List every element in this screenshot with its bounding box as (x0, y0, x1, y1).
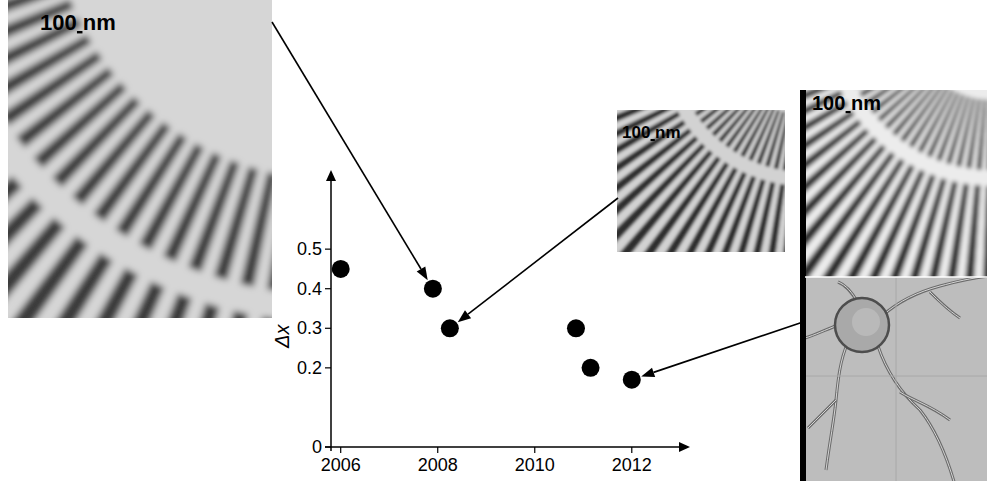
scale-bar (651, 139, 655, 141)
plot-area (332, 260, 641, 389)
y-tick-label: 0.2 (297, 358, 322, 378)
arrow-head (458, 310, 471, 322)
dendrite (900, 392, 950, 420)
y-tick (325, 328, 331, 329)
x-tick (437, 447, 438, 453)
x-tick (534, 447, 535, 453)
y-tick-label: 0.3 (297, 318, 322, 338)
scale-bar (846, 111, 851, 113)
panel-divider (805, 276, 987, 278)
x-tick-label: 2010 (515, 455, 555, 475)
x-axis-arrow (679, 442, 690, 452)
x-tick (340, 447, 341, 453)
dendrite-highlight (808, 400, 836, 428)
data-point (623, 371, 641, 389)
data-point (441, 319, 459, 337)
siemens-star (8, 0, 272, 318)
dendrite (805, 325, 838, 338)
inset-image (805, 277, 987, 481)
dendrite-highlight (805, 325, 838, 338)
scale-bar (77, 31, 83, 33)
x-tick-label: 2006 (321, 455, 361, 475)
y-axis (330, 172, 332, 451)
scale-label: 100 nm (40, 10, 116, 35)
x-tick-label: 2012 (612, 455, 652, 475)
dendrite (930, 292, 960, 318)
arrow-head (417, 266, 428, 280)
arrow-line (272, 22, 421, 269)
y-tick (325, 446, 331, 447)
y-axis-arrow (326, 170, 336, 181)
x-tick-label: 2008 (418, 455, 458, 475)
scale-label: 100 nm (622, 123, 681, 142)
scale-label: 100 nm (812, 92, 881, 114)
siemens-star (617, 110, 785, 252)
dendrite-highlight (930, 292, 960, 318)
arrow-line (654, 322, 803, 372)
data-point (582, 359, 600, 377)
separator-bar (800, 90, 806, 481)
axes: 2006 2008 2010 2012 0 0.2 0.3 0.4 0.5 Δx (271, 170, 690, 475)
y-tick (325, 367, 331, 368)
y-tick-label: 0.4 (297, 279, 322, 299)
chart: 100 nm 100 nm 100 nm 2006 2008 2010 2012 0 0.2 0.… (0, 0, 987, 481)
x-tick (631, 447, 632, 453)
star-spokes (8, 0, 272, 295)
siemens-star (805, 90, 987, 277)
cell-nucleus (852, 308, 880, 336)
y-tick (325, 288, 331, 289)
dendrite-highlight (878, 346, 955, 481)
arrow-head (641, 368, 655, 377)
x-axis (325, 446, 688, 448)
inset-image (617, 110, 785, 252)
y-tick-label: 0.5 (297, 239, 322, 259)
y-axis-title: Δx (271, 323, 293, 348)
y-tick-label: 0 (312, 437, 322, 457)
chart-root: 100 nm 100 nm 100 nm 2006 2008 2010 2012 0 0.2 0.… (0, 0, 987, 481)
y-tick (325, 249, 331, 250)
star-spokes (8, 0, 272, 318)
star-spokes (805, 90, 987, 277)
inset-image (8, 0, 272, 318)
tile-seam (805, 376, 987, 377)
data-point (332, 260, 350, 278)
dendrite (808, 400, 836, 428)
inset-background (805, 277, 987, 481)
dendrite-highlight (900, 392, 950, 420)
inset-image (805, 90, 987, 277)
data-point (424, 280, 442, 298)
star-spokes (617, 110, 785, 252)
cell-body (835, 298, 889, 352)
data-point (567, 319, 585, 337)
tile-seam (896, 277, 897, 481)
dendrite (878, 346, 955, 481)
arrow-line (468, 198, 618, 314)
